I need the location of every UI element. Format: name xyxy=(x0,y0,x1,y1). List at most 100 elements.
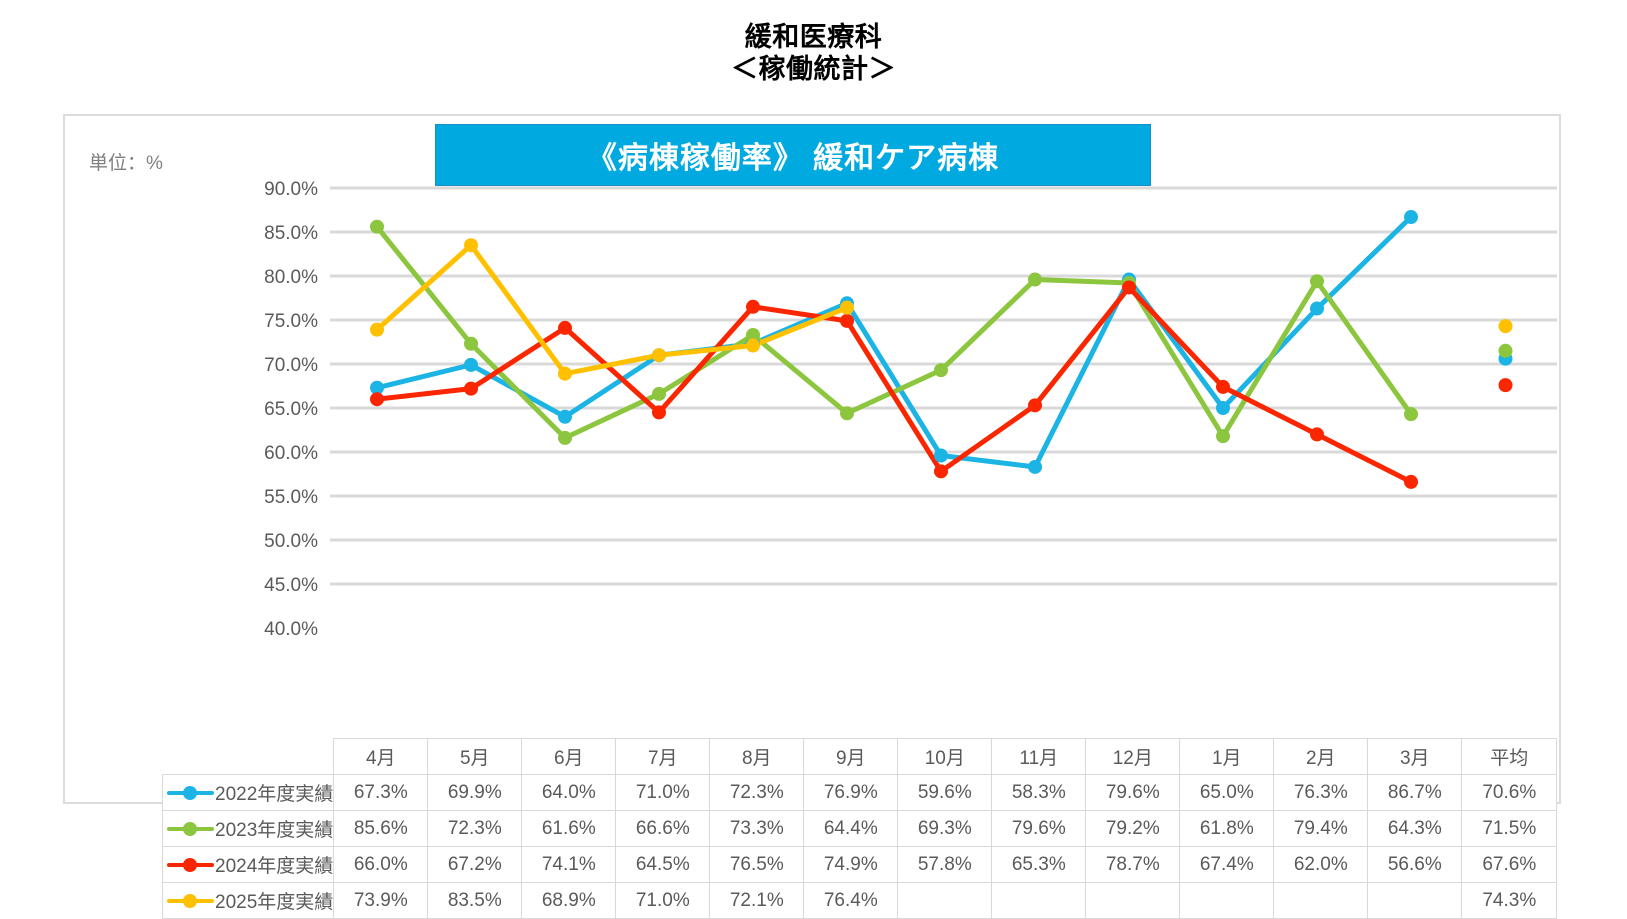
column-header-month-5: 9月 xyxy=(803,738,899,775)
data-cell: 73.3% xyxy=(709,810,805,847)
column-header-month-0: 4月 xyxy=(333,738,429,775)
data-point-marker xyxy=(1216,429,1230,444)
unit-label: 単位：% xyxy=(89,153,163,174)
data-cell: 66.0% xyxy=(333,846,429,883)
average-point-marker xyxy=(1498,343,1513,358)
page-title: 緩和医療科 ＜稼働統計＞ xyxy=(0,0,1627,86)
data-point-marker xyxy=(1028,272,1042,287)
data-cell: 67.4% xyxy=(1179,846,1275,883)
column-header-month-11: 3月 xyxy=(1367,738,1463,775)
data-table: 4月 5月 6月 7月 8月 9月 10月 11月 12月 1月 2月 3月 平均 2022年度実績 67… xyxy=(161,738,1558,919)
data-point-marker xyxy=(1028,459,1042,474)
legend-item-3[interactable]: 2025年度実績 xyxy=(161,882,335,919)
average-points-group xyxy=(1498,319,1513,393)
y-axis-tick-label: 45.0% xyxy=(264,575,318,596)
data-cell: 64.0% xyxy=(521,774,617,811)
data-cell: 64.4% xyxy=(803,810,899,847)
data-point-marker xyxy=(464,357,478,372)
table-row: 2023年度実績 85.6% 72.3% 61.6% 66.6% 73.3% 64.4% 69… xyxy=(161,810,1558,847)
data-cell: 71.0% xyxy=(615,882,711,919)
data-point-marker xyxy=(558,409,572,424)
data-point-marker xyxy=(746,327,760,342)
legend-item-0[interactable]: 2022年度実績 xyxy=(161,774,335,811)
data-cell: 65.0% xyxy=(1179,774,1275,811)
data-cell: 66.6% xyxy=(615,810,711,847)
page-title-line-1: 緩和医療科 xyxy=(744,22,883,52)
data-point-marker xyxy=(840,313,854,328)
data-point-marker xyxy=(652,405,666,420)
data-point-marker xyxy=(558,320,572,335)
y-axis-tick-label: 75.0% xyxy=(264,311,318,332)
legend-marker-icon xyxy=(167,785,214,800)
data-point-marker xyxy=(934,363,948,378)
column-header-month-1: 5月 xyxy=(427,738,523,775)
data-point-marker xyxy=(1404,210,1418,225)
average-cell: 71.5% xyxy=(1461,810,1558,847)
y-axis-tick-label: 40.0% xyxy=(264,619,318,640)
y-axis-tick-label: 50.0% xyxy=(264,531,318,552)
average-cell: 67.6% xyxy=(1461,846,1558,883)
column-header-month-4: 8月 xyxy=(709,738,805,775)
y-axis-tick-label: 55.0% xyxy=(264,487,318,508)
data-point-marker xyxy=(1310,301,1324,316)
data-cell: 79.2% xyxy=(1085,810,1181,847)
table-header-row: 4月 5月 6月 7月 8月 9月 10月 11月 12月 1月 2月 3月 平均 xyxy=(163,738,1558,775)
legend-label: 2025年度実績 xyxy=(215,892,334,913)
y-axis-tick-label: 65.0% xyxy=(264,399,318,420)
data-point-marker xyxy=(934,448,948,463)
data-cell: 61.6% xyxy=(521,810,617,847)
column-header-month-10: 2月 xyxy=(1273,738,1369,775)
legend-item-1[interactable]: 2023年度実績 xyxy=(161,810,335,847)
series-lines-group xyxy=(374,214,1414,485)
legend-marker-icon xyxy=(167,857,214,872)
table-corner-cell xyxy=(163,739,334,775)
data-cell: 58.3% xyxy=(991,774,1087,811)
data-cell: 67.2% xyxy=(427,846,523,883)
data-point-marker xyxy=(1216,401,1230,415)
data-cell: 72.1% xyxy=(709,882,805,919)
y-axis-tick-label: 60.0% xyxy=(264,443,318,464)
data-cell xyxy=(1273,882,1369,919)
data-cell: 62.0% xyxy=(1273,846,1369,883)
data-point-marker xyxy=(1028,398,1042,413)
column-header-month-7: 11月 xyxy=(991,738,1087,775)
data-cell: 86.7% xyxy=(1367,774,1463,811)
data-point-marker xyxy=(370,380,384,395)
data-point-marker xyxy=(370,322,384,337)
y-axis-tick-label: 90.0% xyxy=(264,179,318,200)
data-point-marker xyxy=(652,348,666,363)
column-header-month-2: 6月 xyxy=(521,738,617,775)
line-chart-svg: 90.0% 85.0% 80.0% 75.0% 70.0% 65.0% 60.0% 55.0%… xyxy=(264,179,1557,640)
data-point-marker xyxy=(370,392,384,407)
y-axis-tick-label: 80.0% xyxy=(264,267,318,288)
data-cell: 72.3% xyxy=(427,810,523,847)
legend-label: 2023年度実績 xyxy=(215,820,334,841)
data-cell: 69.3% xyxy=(897,810,993,847)
table-row: 2024年度実績 66.0% 67.2% 74.1% 64.5% 76.5% 74.9% 57… xyxy=(161,846,1558,883)
column-header-month-3: 7月 xyxy=(615,738,711,775)
average-cell: 74.3% xyxy=(1461,882,1558,919)
data-point-marker xyxy=(464,238,478,253)
data-cell: 76.3% xyxy=(1273,774,1369,811)
legend-label: 2022年度実績 xyxy=(215,784,334,805)
legend-item-2[interactable]: 2024年度実績 xyxy=(161,846,335,883)
data-cell: 57.8% xyxy=(897,846,993,883)
data-point-marker xyxy=(464,381,478,396)
data-point-marker xyxy=(558,430,572,445)
data-cell: 76.5% xyxy=(709,846,805,883)
column-header-month-9: 1月 xyxy=(1179,738,1275,775)
data-point-marker xyxy=(934,464,948,479)
data-cell: 76.4% xyxy=(803,882,899,919)
data-cell xyxy=(1085,882,1181,919)
data-cell: 64.5% xyxy=(615,846,711,883)
data-point-marker xyxy=(558,366,572,381)
data-cell: 79.4% xyxy=(1273,810,1369,847)
column-header-average: 平均 xyxy=(1461,738,1558,775)
average-cell: 70.6% xyxy=(1461,774,1558,811)
table-row: 2022年度実績 67.3% 69.9% 64.0% 71.0% 72.3% 76.9% 59… xyxy=(161,774,1558,811)
data-cell: 61.8% xyxy=(1179,810,1275,847)
data-cell: 67.3% xyxy=(333,774,429,811)
data-point-marker xyxy=(1404,407,1418,422)
data-point-marker xyxy=(370,219,384,234)
data-cell: 79.6% xyxy=(991,810,1087,847)
